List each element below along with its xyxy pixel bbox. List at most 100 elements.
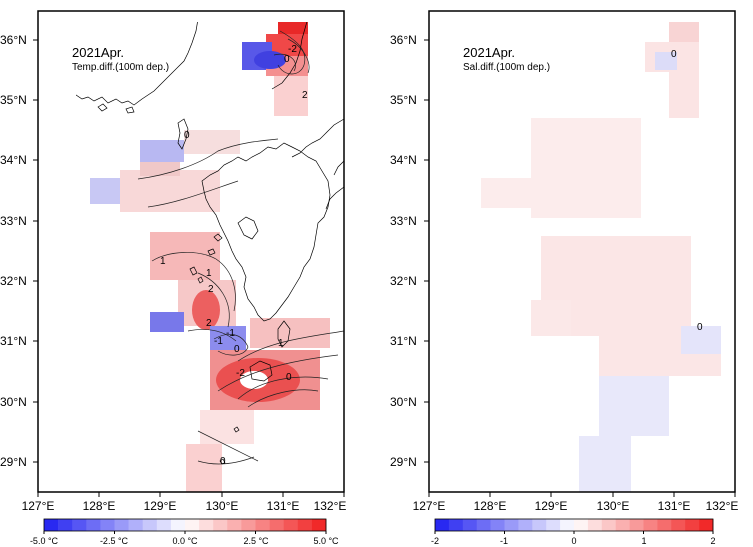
svg-text:0: 0: [220, 456, 226, 467]
temp-lon-label: 131°E: [267, 499, 300, 513]
sal-lon-axis: 127°E 128°E 129°E 130°E 131°E 132°E: [413, 492, 739, 513]
colorbar-bin: [72, 519, 87, 531]
colorbar-bin: [156, 519, 172, 531]
temp-lon-label: 132°E: [314, 499, 347, 513]
temp-lat-label: 36°N: [0, 33, 27, 47]
temp-map-panel: 0 -2 2 0 1 1 2 2 -1 -1 0 -2 1 0 0 2021Ap…: [0, 10, 347, 546]
svg-text:0.0 °C: 0.0 °C: [172, 536, 198, 546]
temp-lat-label: 32°N: [0, 274, 27, 288]
svg-text:-2.5 °C: -2.5 °C: [100, 536, 129, 546]
sal-lat-label: 35°N: [390, 93, 417, 107]
sal-lon-label: 129°E: [535, 499, 568, 513]
colorbar-bin: [227, 519, 242, 531]
svg-text:0: 0: [234, 344, 240, 355]
colorbar-bin: [44, 519, 59, 531]
colorbar-bin: [532, 519, 547, 531]
sal-lat-label: 32°N: [390, 274, 417, 288]
colorbar-bin: [560, 519, 575, 531]
colorbar-bin: [601, 519, 616, 531]
colorbar-bin: [587, 519, 603, 531]
svg-text:2: 2: [710, 536, 715, 546]
colorbar-bin: [255, 519, 270, 531]
temp-lon-label: 129°E: [144, 499, 177, 513]
sal-lon-label: 130°E: [597, 499, 630, 513]
temp-lat-label: 33°N: [0, 214, 27, 228]
svg-text:-1: -1: [500, 536, 508, 546]
colorbar-bin: [699, 519, 714, 531]
colorbar-bin: [462, 519, 477, 531]
colorbar-bin: [185, 519, 200, 531]
colorbar-bin: [685, 519, 700, 531]
sal-contour-labels: 0 0: [671, 49, 703, 333]
colorbar-bin: [241, 519, 256, 531]
colorbar-bin: [657, 519, 672, 531]
svg-text:1: 1: [206, 268, 212, 279]
svg-text:-5.0 °C: -5.0 °C: [30, 536, 59, 546]
sal-lon-label: 127°E: [413, 499, 446, 513]
svg-text:2: 2: [302, 90, 308, 101]
temp-lat-label: 31°N: [0, 334, 27, 348]
temp-lat-label: 30°N: [0, 395, 27, 409]
colorbar-bin: [213, 519, 228, 531]
svg-text:0: 0: [184, 130, 190, 141]
sal-lat-label: 33°N: [390, 214, 417, 228]
svg-text:-2: -2: [431, 536, 439, 546]
colorbar-bin: [114, 519, 129, 531]
temp-lon-label: 130°E: [206, 499, 239, 513]
colorbar-bin: [86, 519, 101, 531]
svg-text:1: 1: [160, 256, 166, 267]
svg-text:2: 2: [208, 284, 214, 295]
sal-map-title: 2021Apr.: [463, 45, 515, 60]
svg-text:0: 0: [286, 372, 292, 383]
svg-text:-2: -2: [288, 44, 297, 55]
svg-text:-1: -1: [226, 328, 235, 339]
svg-text:-1: -1: [214, 336, 223, 347]
colorbar-bin: [615, 519, 630, 531]
sal-lon-label: 132°E: [706, 499, 739, 513]
temp-map-subtitle: Temp.diff.(100m dep.): [72, 62, 169, 73]
colorbar-bin: [643, 519, 658, 531]
temp-lon-label: 127°E: [22, 499, 55, 513]
sal-map-subtitle: Sal.diff.(100m dep.): [463, 62, 550, 73]
temp-colorbar-labels: -5.0 °C -2.5 °C 0.0 °C 2.5 °C 5.0 °C: [30, 536, 339, 546]
colorbar-bin: [58, 519, 73, 531]
colorbar-bin: [269, 519, 284, 531]
sal-lat-label: 36°N: [390, 33, 417, 47]
sal-lat-axis: 36°N 35°N 34°N 33°N 32°N 31°N 30°N 29°N: [390, 33, 429, 469]
colorbar-bin: [435, 519, 450, 531]
temp-lon-axis: 127°E 128°E 129°E 130°E 131°E 132°E: [22, 492, 347, 513]
sal-lat-label: 30°N: [390, 395, 417, 409]
svg-text:2: 2: [206, 318, 212, 329]
colorbar-bin: [490, 519, 505, 531]
svg-text:5.0 °C: 5.0 °C: [313, 536, 339, 546]
svg-text:0: 0: [697, 322, 703, 333]
temp-lat-axis: 36°N 35°N 34°N 33°N 32°N 31°N 30°N 29°N: [0, 33, 38, 469]
sal-lon-label: 131°E: [658, 499, 691, 513]
svg-text:0: 0: [671, 49, 677, 60]
svg-text:2.5 °C: 2.5 °C: [243, 536, 269, 546]
colorbar-bin: [170, 519, 186, 531]
colorbar-bin: [504, 519, 519, 531]
colorbar-bin: [297, 519, 313, 531]
temp-lon-label: 128°E: [83, 499, 116, 513]
sal-colorbar: [434, 518, 714, 534]
temp-lat-label: 34°N: [0, 153, 27, 167]
sal-map-frame: [428, 10, 736, 493]
sal-map-panel: 0 0 2021Apr. Sal.diff.(100m dep.) 36°N 3…: [390, 10, 739, 546]
temp-lat-label: 29°N: [0, 455, 27, 469]
temp-contour-labels: 0 -2 2 0 1 1 2 2 -1 -1 0 -2 1 0 0: [160, 44, 308, 467]
colorbar-bin: [574, 519, 589, 531]
sal-lat-label: 31°N: [390, 334, 417, 348]
sal-lat-label: 29°N: [390, 455, 417, 469]
colorbar-bin: [283, 519, 299, 531]
colorbar-bin: [311, 519, 327, 531]
svg-text:0: 0: [284, 54, 290, 65]
colorbar-bin: [128, 519, 143, 531]
colorbar-bin: [448, 519, 464, 531]
colorbar-bin: [629, 519, 644, 531]
sal-colorbar-labels: -2 -1 0 1 2: [431, 536, 716, 546]
colorbar-bin: [100, 519, 115, 531]
colorbar-bin: [476, 519, 491, 531]
svg-text:1: 1: [278, 338, 284, 349]
sal-field: [481, 22, 721, 492]
